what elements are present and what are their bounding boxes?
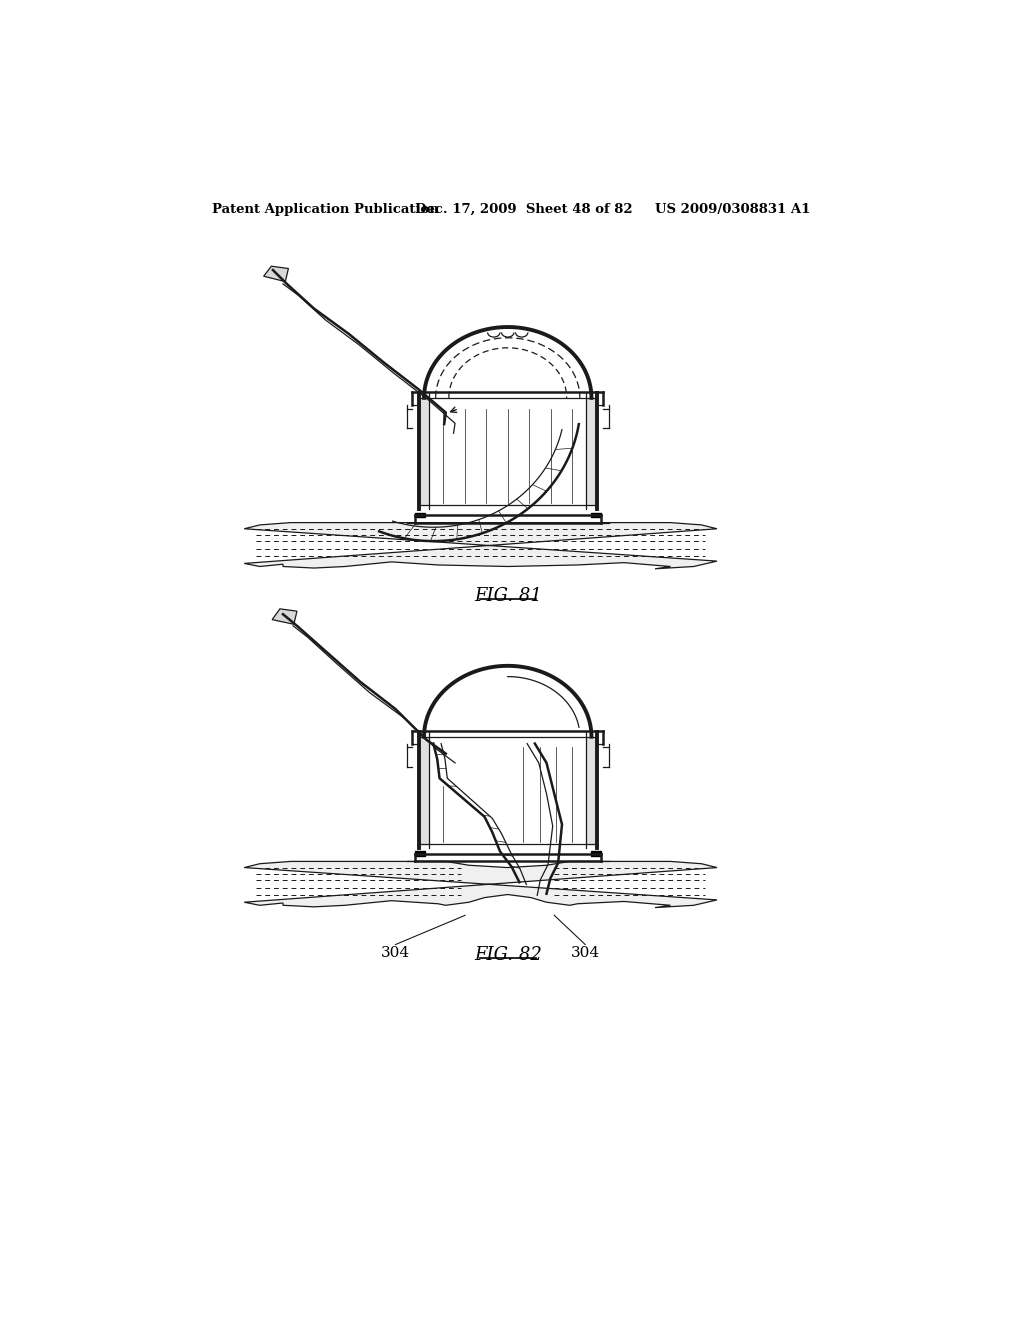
Polygon shape (415, 851, 425, 855)
Text: Dec. 17, 2009  Sheet 48 of 82: Dec. 17, 2009 Sheet 48 of 82 (415, 203, 633, 216)
Polygon shape (263, 267, 289, 281)
Polygon shape (586, 397, 597, 506)
Polygon shape (245, 523, 717, 569)
Text: US 2009/0308831 A1: US 2009/0308831 A1 (655, 203, 810, 216)
Polygon shape (586, 737, 597, 843)
Polygon shape (591, 851, 601, 855)
Polygon shape (419, 397, 429, 506)
Polygon shape (272, 609, 297, 624)
Text: FIG. 81: FIG. 81 (474, 586, 542, 605)
Polygon shape (415, 512, 425, 517)
Polygon shape (419, 737, 429, 843)
Text: FIG. 82: FIG. 82 (474, 946, 542, 964)
Text: Patent Application Publication: Patent Application Publication (212, 203, 438, 216)
Text: 304: 304 (570, 946, 600, 960)
Text: 304: 304 (381, 946, 410, 960)
Polygon shape (245, 862, 717, 908)
Polygon shape (591, 512, 601, 517)
